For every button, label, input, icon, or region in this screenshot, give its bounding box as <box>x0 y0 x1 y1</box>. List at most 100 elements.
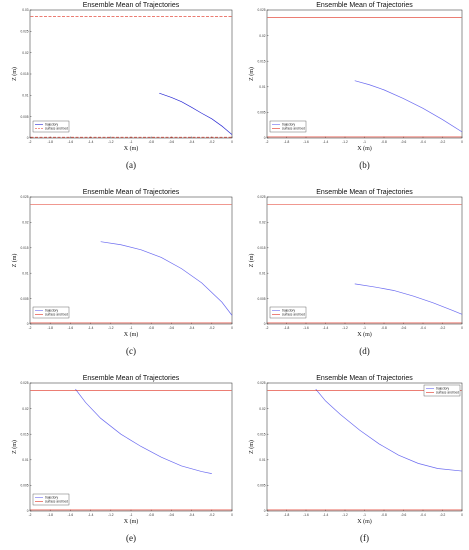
x-tick-label: -2 <box>266 140 269 144</box>
panel-caption: (d) <box>359 346 370 356</box>
trajectory-line <box>75 388 212 474</box>
legend-label: trajectory <box>45 496 59 500</box>
x-tick-label: -1 <box>363 513 366 517</box>
axes-frame <box>29 196 233 325</box>
y-tick-label: 0.015 <box>258 246 266 250</box>
y-tick-label: 0.025 <box>258 381 266 385</box>
x-tick-label: -1.6 <box>303 140 309 144</box>
legend-box <box>269 306 307 319</box>
axes-frame <box>29 382 233 512</box>
x-tick-label: -0.6 <box>169 140 175 144</box>
y-axis-label: Z (m) <box>248 67 255 81</box>
legend-label: surface and bed <box>45 127 68 131</box>
y-tick-label: 0.005 <box>21 484 29 488</box>
x-tick-label: -0.8 <box>381 326 387 330</box>
trajectory-line <box>159 92 233 135</box>
chart-panel: Ensemble Mean of Trajectories -2 -1.8 -1.6 -… <box>11 189 233 356</box>
chart-title: Ensemble Mean of Trajectories <box>316 2 413 9</box>
x-tick-label: -1.8 <box>284 326 290 330</box>
chart-title: Ensemble Mean of Trajectories <box>83 375 180 382</box>
x-tick-label: -0.6 <box>401 513 407 517</box>
y-tick-label: 0.02 <box>259 407 265 411</box>
x-tick-label: -0.6 <box>169 326 175 330</box>
x-tick-label: -0.8 <box>148 140 154 144</box>
legend-label: trajectory <box>45 123 59 127</box>
x-tick-label: 0 <box>461 140 463 144</box>
y-tick-label: 0.005 <box>258 297 266 301</box>
y-tick-label: 0 <box>264 509 266 513</box>
legend-box <box>32 120 70 133</box>
x-tick-label: -2 <box>266 513 269 517</box>
trajectory-line <box>354 283 463 315</box>
x-tick-label: 0 <box>231 513 233 517</box>
panel-caption: (e) <box>126 533 136 543</box>
x-tick-label: -2 <box>29 513 32 517</box>
axes-frame <box>266 196 463 325</box>
x-tick-label: -0.2 <box>209 513 215 517</box>
y-tick-label: 0 <box>27 136 29 140</box>
x-tick-label: -0.2 <box>440 513 446 517</box>
x-tick-label: -0.2 <box>440 326 446 330</box>
x-axis-label: X (m) <box>357 331 372 338</box>
x-tick-label: -1.8 <box>47 326 53 330</box>
x-tick-label: -0.4 <box>189 326 195 330</box>
y-tick-label: 0.005 <box>21 115 29 119</box>
x-tick-label: -0.6 <box>401 326 407 330</box>
legend-label: trajectory <box>436 387 450 391</box>
x-tick-label: -1.4 <box>323 140 329 144</box>
y-tick-label: 0.005 <box>258 111 266 115</box>
y-tick-label: 0.015 <box>258 59 266 63</box>
legend-box <box>32 306 70 319</box>
panel-caption: (f) <box>360 533 369 543</box>
x-tick-label: -1.6 <box>68 513 74 517</box>
y-tick-label: 0.02 <box>259 221 265 225</box>
chart-title: Ensemble Mean of Trajectories <box>83 189 180 196</box>
legend-box <box>32 493 70 506</box>
y-tick-label: 0.005 <box>258 484 266 488</box>
x-tick-label: -1.6 <box>68 140 74 144</box>
chart-title: Ensemble Mean of Trajectories <box>316 375 413 382</box>
chart-title: Ensemble Mean of Trajectories <box>316 189 413 196</box>
x-tick-label: -1.2 <box>342 513 348 517</box>
y-axis-label: Z (m) <box>248 440 255 454</box>
x-tick-label: -1.2 <box>108 326 114 330</box>
legend-label: trajectory <box>282 123 296 127</box>
panel-caption: (c) <box>126 346 136 356</box>
y-tick-label: 0.015 <box>21 432 29 436</box>
x-tick-label: -0.8 <box>148 326 154 330</box>
y-tick-label: 0.02 <box>259 34 265 38</box>
x-tick-label: -1.4 <box>88 140 94 144</box>
y-tick-label: 0.01 <box>259 85 265 89</box>
y-tick-label: 0 <box>27 509 29 513</box>
x-tick-label: -1 <box>130 513 133 517</box>
x-tick-label: -0.8 <box>381 140 387 144</box>
x-tick-label: -1.6 <box>303 513 309 517</box>
legend-box <box>269 120 307 133</box>
x-tick-label: -0.4 <box>189 140 195 144</box>
y-tick-label: 0.025 <box>21 195 29 199</box>
x-tick-label: -0.2 <box>209 140 215 144</box>
y-tick-label: 0.01 <box>259 458 265 462</box>
trajectory-line <box>315 388 463 472</box>
y-tick-label: 0 <box>264 322 266 326</box>
chart-title: Ensemble Mean of Trajectories <box>83 2 180 9</box>
y-axis-label: Z (m) <box>11 67 18 81</box>
legend-label: surface and bed <box>282 313 305 317</box>
x-tick-label: -0.8 <box>381 513 387 517</box>
x-tick-label: 0 <box>461 326 463 330</box>
x-tick-label: -1.4 <box>323 513 329 517</box>
chart-panel: Ensemble Mean of Trajectories -2 -1.8 -1.6 -… <box>11 375 233 543</box>
y-tick-label: 0.025 <box>21 381 29 385</box>
legend-label: surface and bed <box>45 500 68 504</box>
y-tick-label: 0.01 <box>259 271 265 275</box>
trajectory-line <box>354 80 463 133</box>
y-tick-label: 0.015 <box>21 72 29 76</box>
x-tick-label: -0.2 <box>209 326 215 330</box>
y-tick-label: 0.02 <box>22 221 28 225</box>
x-tick-label: -0.2 <box>440 140 446 144</box>
legend-label: surface and bed <box>45 313 68 317</box>
y-tick-label: 0.025 <box>258 195 266 199</box>
y-tick-label: 0.02 <box>22 51 28 55</box>
chart-panel: Ensemble Mean of Trajectories -2 -1.8 -1.6 -… <box>248 2 463 170</box>
